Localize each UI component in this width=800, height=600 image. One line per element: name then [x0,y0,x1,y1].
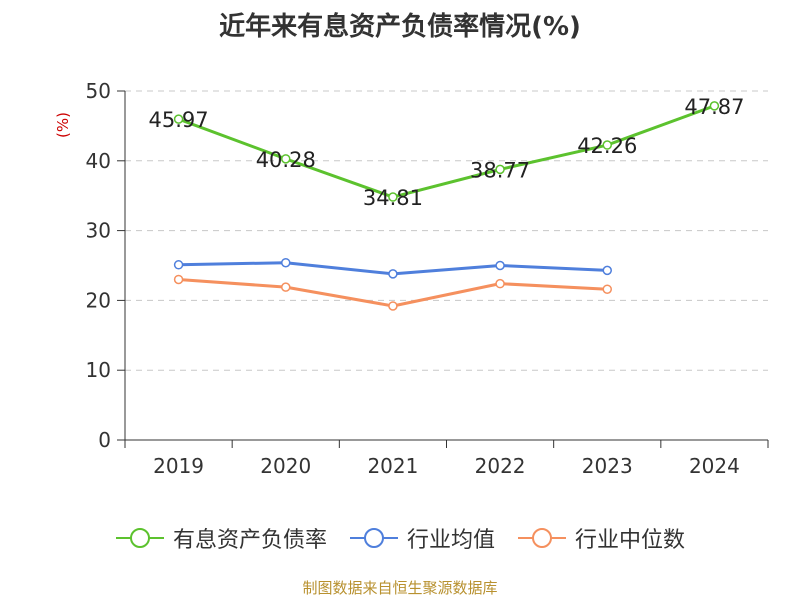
y-tick-label: 20 [86,288,111,312]
source-note: 制图数据来自恒生聚源数据库 [302,579,498,597]
data-point [495,260,505,271]
tick-labels: 0 10 20 30 40 50 2019 2020 2021 2022 2023 2024 [86,79,740,478]
data-point [602,284,612,294]
legend-label: 行业中位数 [575,528,686,553]
series-lines [173,101,720,311]
data-label: 34.81 [363,186,423,210]
legend-swatch [349,528,398,548]
legend: 有息资产负债率 行业均值 行业中位数 [0,518,800,558]
y-tick-label: 30 [86,219,111,243]
y-tick-label: 40 [86,149,111,173]
chart-title: 近年来有息资产负债率情况(%) [219,12,581,42]
data-point [173,274,184,285]
legend-swatch [518,528,566,548]
data-label: 47.87 [684,95,744,119]
x-tick-label: 2019 [153,454,204,478]
y-tick-label: 0 [98,428,111,452]
legend-swatch [115,528,164,548]
data-label: 38.77 [470,158,530,182]
data-labels: 45.97 40.28 34.81 38.77 42.26 47.87 [149,95,745,210]
axes [117,90,769,448]
data-point [495,164,505,175]
x-tick-label: 2022 [475,454,526,478]
data-point [602,265,612,276]
data-point [388,192,398,202]
data-label: 45.97 [149,108,209,132]
series-line-0 [178,104,715,199]
y-tick-label: 10 [86,358,111,382]
data-point [173,114,184,124]
legend-item: 行业中位数 [517,522,685,554]
data-point [388,301,398,311]
x-tick-label: 2024 [689,454,740,478]
legend-item: 行业均值 [349,522,495,554]
x-tick-label: 2021 [367,454,418,478]
data-point [173,260,184,270]
gridlines [125,90,768,371]
y-axis-label: (%) [54,112,72,138]
data-point [495,278,505,289]
x-tick-label: 2023 [582,454,633,478]
legend-item: 有息资产负债率 [115,522,327,554]
y-tick-label: 50 [86,79,111,103]
data-label: 42.26 [577,134,637,158]
data-point [281,154,291,164]
data-point [709,101,720,111]
data-point [281,257,291,268]
legend-label: 有息资产负债率 [172,528,327,553]
x-tick-label: 2020 [260,454,311,478]
data-point [388,269,398,279]
data-point [602,140,612,150]
data-label: 40.28 [256,148,316,172]
legend-label: 行业均值 [406,528,495,553]
data-point [281,282,291,292]
